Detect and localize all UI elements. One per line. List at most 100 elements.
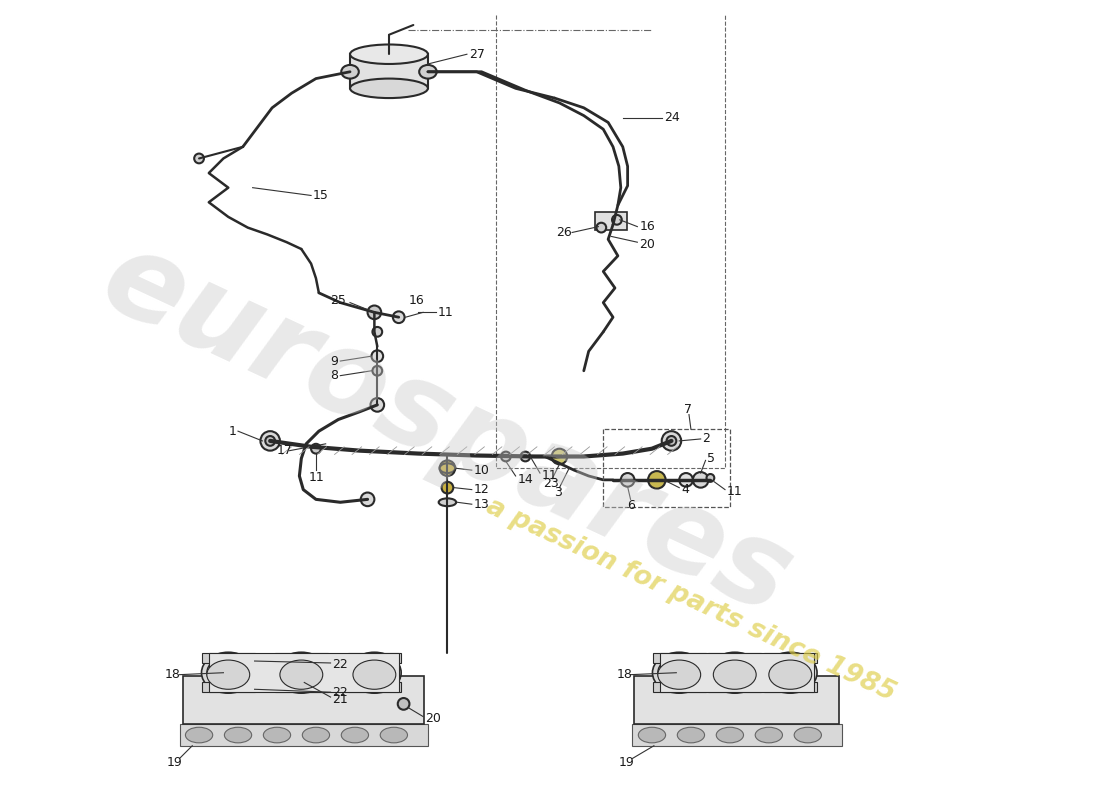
- Text: 9: 9: [331, 354, 339, 367]
- Text: 4: 4: [681, 483, 689, 496]
- Circle shape: [648, 471, 666, 489]
- Ellipse shape: [664, 662, 694, 683]
- Ellipse shape: [440, 463, 455, 473]
- Ellipse shape: [678, 727, 705, 743]
- Ellipse shape: [713, 657, 756, 689]
- Ellipse shape: [658, 657, 701, 689]
- Bar: [179, 724, 428, 746]
- Circle shape: [500, 452, 510, 462]
- Text: 22: 22: [332, 686, 349, 698]
- Bar: [632, 724, 842, 746]
- Bar: [653, 682, 705, 692]
- Text: 20: 20: [639, 238, 656, 250]
- Ellipse shape: [263, 727, 290, 743]
- Bar: [708, 654, 761, 663]
- Text: 18: 18: [165, 668, 180, 681]
- Circle shape: [612, 215, 621, 225]
- Text: 26: 26: [557, 226, 572, 239]
- Text: 25: 25: [331, 294, 346, 307]
- Circle shape: [662, 431, 681, 450]
- Text: 13: 13: [474, 498, 490, 510]
- Circle shape: [441, 482, 453, 494]
- Ellipse shape: [348, 652, 402, 693]
- Text: a passion for parts since 1985: a passion for parts since 1985: [482, 493, 900, 706]
- Circle shape: [393, 311, 405, 323]
- Text: 5: 5: [707, 452, 715, 465]
- Circle shape: [667, 436, 676, 446]
- Text: 11: 11: [542, 470, 558, 482]
- Text: 27: 27: [469, 48, 485, 61]
- Ellipse shape: [769, 657, 812, 689]
- Circle shape: [398, 698, 409, 710]
- Bar: [595, 212, 627, 230]
- Text: 19: 19: [619, 756, 635, 769]
- Bar: [209, 654, 398, 692]
- Ellipse shape: [207, 657, 250, 689]
- Ellipse shape: [275, 652, 328, 693]
- Bar: [348, 654, 400, 663]
- Circle shape: [706, 474, 714, 482]
- Circle shape: [311, 444, 321, 454]
- Circle shape: [373, 366, 382, 376]
- Text: 20: 20: [425, 712, 441, 725]
- Ellipse shape: [360, 662, 389, 683]
- Circle shape: [596, 222, 606, 233]
- Text: 11: 11: [309, 471, 324, 485]
- Text: 11: 11: [438, 306, 453, 319]
- Ellipse shape: [708, 652, 761, 693]
- Bar: [183, 676, 425, 724]
- Ellipse shape: [186, 727, 212, 743]
- Circle shape: [693, 472, 708, 488]
- Ellipse shape: [713, 660, 756, 690]
- Text: 6: 6: [627, 498, 635, 512]
- Ellipse shape: [776, 662, 805, 683]
- Bar: [275, 654, 328, 663]
- Text: 12: 12: [474, 483, 490, 496]
- Text: 3: 3: [554, 486, 562, 499]
- Bar: [202, 682, 254, 692]
- Text: 21: 21: [332, 693, 349, 706]
- Circle shape: [265, 436, 275, 446]
- Ellipse shape: [279, 660, 322, 690]
- Bar: [348, 682, 400, 692]
- Circle shape: [372, 350, 383, 362]
- Text: 19: 19: [167, 756, 183, 769]
- Circle shape: [261, 431, 279, 450]
- Circle shape: [679, 473, 693, 486]
- Bar: [275, 682, 328, 692]
- Ellipse shape: [652, 652, 706, 693]
- Text: 10: 10: [474, 464, 490, 477]
- Bar: [764, 682, 816, 692]
- Text: 11: 11: [727, 485, 742, 498]
- Text: 7: 7: [684, 403, 692, 416]
- Ellipse shape: [207, 660, 250, 690]
- Ellipse shape: [763, 652, 817, 693]
- Text: 2: 2: [703, 433, 711, 446]
- Ellipse shape: [638, 727, 666, 743]
- Bar: [764, 654, 816, 663]
- Ellipse shape: [794, 727, 822, 743]
- Ellipse shape: [279, 657, 322, 689]
- Circle shape: [373, 327, 382, 337]
- Ellipse shape: [341, 65, 359, 78]
- Circle shape: [195, 154, 204, 163]
- Text: eurospares: eurospares: [85, 219, 810, 639]
- Ellipse shape: [302, 727, 330, 743]
- Bar: [635, 676, 839, 724]
- Bar: [202, 654, 254, 663]
- Ellipse shape: [287, 662, 316, 683]
- Text: 22: 22: [332, 658, 349, 671]
- Ellipse shape: [201, 652, 255, 693]
- Text: 16: 16: [639, 220, 656, 233]
- Text: 15: 15: [314, 189, 329, 202]
- Circle shape: [551, 449, 568, 464]
- Circle shape: [367, 306, 382, 319]
- Ellipse shape: [756, 727, 782, 743]
- Text: 16: 16: [408, 294, 425, 307]
- Ellipse shape: [716, 727, 744, 743]
- Text: 24: 24: [663, 111, 680, 124]
- Text: 1: 1: [229, 425, 236, 438]
- Ellipse shape: [353, 657, 396, 689]
- Ellipse shape: [341, 727, 368, 743]
- Ellipse shape: [213, 662, 243, 683]
